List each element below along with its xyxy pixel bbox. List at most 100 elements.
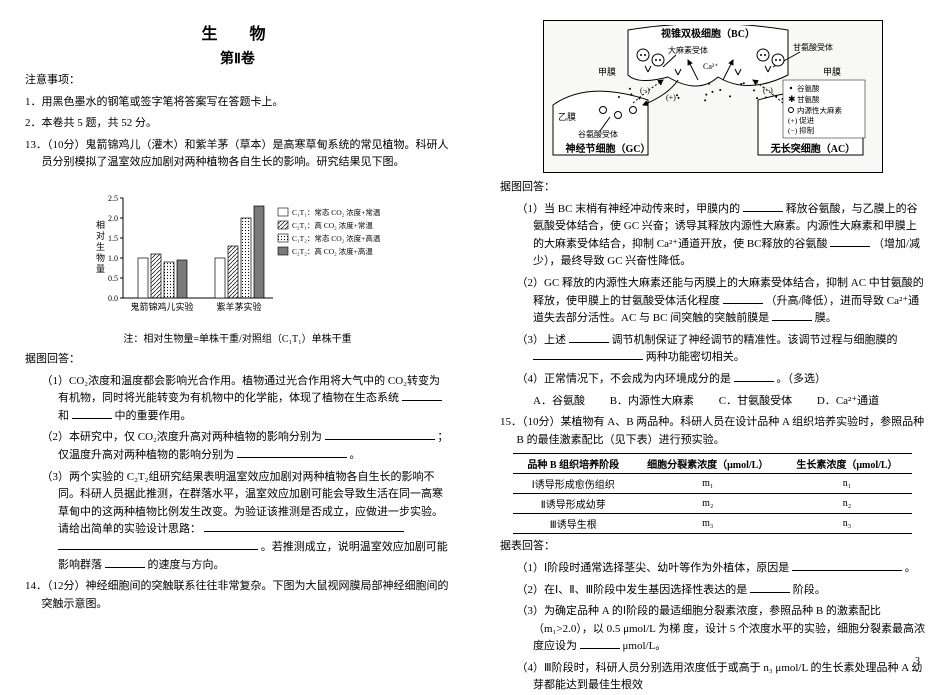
svg-text:神经节细胞（GC）: 神经节细胞（GC） xyxy=(565,142,650,155)
td: n₂ xyxy=(782,494,911,514)
svg-text:0.0: 0.0 xyxy=(108,294,118,303)
q13-3c: 的速度与方向。 xyxy=(148,559,225,571)
t: 。 xyxy=(905,562,916,574)
t: （4）正常情况下，不会成为内环境成分的是 xyxy=(517,373,732,385)
svg-text:C₂T₂：高 CO₂ 浓度+高温: C₂T₂：高 CO₂ 浓度+高温 xyxy=(292,246,373,256)
hormone-table: 品种 B 组织培养阶段 细胞分裂素浓度（μmol/L） 生长素浓度（μmol/L… xyxy=(513,453,911,534)
subtitle: 第Ⅱ卷 xyxy=(25,48,450,68)
t: μmol/L。 xyxy=(623,640,667,652)
td: n₃ xyxy=(782,514,911,534)
q13-head: 13．（10分）鬼箭锦鸡儿（灌木）和紫羊茅（草本）是高寒草甸系统的常见植物。科研… xyxy=(25,137,450,172)
svg-text:大麻素受体: 大麻素受体 xyxy=(668,45,708,55)
svg-text:生: 生 xyxy=(96,241,105,252)
two-column-page: 生 物 第Ⅱ卷 注意事项： 1．用黑色墨水的钢笔或签字笔将答案写在答题卡上。 2… xyxy=(0,0,950,672)
svg-text:量: 量 xyxy=(96,264,105,274)
td: Ⅲ诱导生根 xyxy=(513,514,633,534)
svg-text:甘氨酸: 甘氨酸 xyxy=(797,94,820,104)
optB: B．内源性大麻素 xyxy=(610,395,694,407)
optC: C．甘氨酸受体 xyxy=(719,395,792,407)
q14-2: （2）GC 释放的内源性大麻素还能与丙膜上的大麻素受体结合，抑制 AC 中甘氨酸… xyxy=(500,275,925,328)
q13-1c: 中的重要作用。 xyxy=(115,410,192,422)
td: m₁ xyxy=(633,474,782,494)
q15-1: （1）Ⅰ阶段时通常选择茎尖、幼叶等作为外植体，原因是 。 xyxy=(500,560,925,578)
q14-opts: A．谷氨酸 B．内源性大麻素 C．甘氨酸受体 D．Ca²⁺通道 xyxy=(500,393,925,411)
blank xyxy=(723,293,763,304)
page-number: 3 xyxy=(915,656,920,667)
td: m₂ xyxy=(633,494,782,514)
blank xyxy=(750,582,790,593)
q13-2c: 。 xyxy=(350,449,361,461)
t: （3）上述 xyxy=(517,334,567,346)
svg-text:内源性大麻素: 内源性大麻素 xyxy=(797,105,842,115)
svg-text:对: 对 xyxy=(96,230,105,241)
svg-text:0.5: 0.5 xyxy=(108,274,118,283)
chart-svg: 0.00.51.01.52.02.5相对生物量鬼箭锦鸡儿实验紫羊茅实验C₁T₁：… xyxy=(88,178,388,328)
svg-text:无长突细胞（AC）: 无长突细胞（AC） xyxy=(769,142,854,155)
svg-text:(−) 抑制: (−) 抑制 xyxy=(788,125,814,135)
q15-4: （4）Ⅲ阶段时，科研人员分别选用浓度低于或高于 n₃ μmol/L 的生长素处理… xyxy=(500,660,925,695)
t: 膜。 xyxy=(815,312,837,324)
right-col: 视锥双极细胞（BC）神经节细胞（GC）无长突细胞（AC）甲膜甲膜乙膜丙膜大麻素受… xyxy=(475,0,950,672)
q13-1a: （1）CO₂浓度和温度都会影响光合作用。植物通过光合作用将大气中的 CO₂转变为… xyxy=(42,375,440,405)
t: （2）在Ⅰ、Ⅱ、Ⅲ阶段中发生基因选择性表达的是 xyxy=(517,584,748,596)
blank xyxy=(533,349,643,360)
q13-1b: 和 xyxy=(58,410,69,422)
th: 细胞分裂素浓度（μmol/L） xyxy=(633,454,782,474)
notice1: 1．用黑色墨水的钢笔或签字笔将答案写在答题卡上。 xyxy=(25,94,450,112)
svg-text:甲膜: 甲膜 xyxy=(598,67,616,77)
t: （1）当 BC 末梢有神经冲动传来时，甲膜内的 xyxy=(517,203,741,215)
th: 品种 B 组织培养阶段 xyxy=(513,454,633,474)
blank xyxy=(743,201,783,212)
blank xyxy=(734,371,774,382)
optD: D．Ca²⁺通道 xyxy=(817,395,879,407)
blank xyxy=(105,557,145,568)
q13-3: （3）两个实验的 C₂T₂组研究结果表明温室效应加剧对两种植物各自生长的影响不同… xyxy=(25,469,450,575)
synapse-diagram: 视锥双极细胞（BC）神经节细胞（GC）无长突细胞（AC）甲膜甲膜乙膜丙膜大麻素受… xyxy=(543,20,883,173)
svg-text:1.5: 1.5 xyxy=(108,234,118,243)
td: m₃ xyxy=(633,514,782,534)
svg-text:相: 相 xyxy=(96,219,105,230)
answer-head: 据图回答： xyxy=(25,351,450,369)
svg-text:谷氨酸受体: 谷氨酸受体 xyxy=(578,129,618,139)
svg-text:C₁T₁：常态 CO₂ 浓度+常温: C₁T₁：常态 CO₂ 浓度+常温 xyxy=(292,207,381,217)
t: （1）Ⅰ阶段时通常选择茎尖、幼叶等作为外植体，原因是 xyxy=(517,562,790,574)
blank xyxy=(402,390,442,401)
q15-2: （2）在Ⅰ、Ⅱ、Ⅲ阶段中发生基因选择性表达的是 阶段。 xyxy=(500,582,925,600)
answer-head2: 据表回答： xyxy=(500,538,925,556)
q13-2: （2）本研究中，仅 CO₂浓度升高对两种植物的影响分别为 ；仅温度升高对两种植物… xyxy=(25,429,450,464)
blank xyxy=(237,447,347,458)
svg-text:(+) 促进: (+) 促进 xyxy=(788,116,815,125)
svg-text:乙膜: 乙膜 xyxy=(558,112,576,122)
q13-1: （1）CO₂浓度和温度都会影响光合作用。植物通过光合作用将大气中的 CO₂转变为… xyxy=(25,373,450,426)
th: 生长素浓度（μmol/L） xyxy=(782,454,911,474)
left-col: 生 物 第Ⅱ卷 注意事项： 1．用黑色墨水的钢笔或签字笔将答案写在答题卡上。 2… xyxy=(0,0,475,672)
svg-text:1.0: 1.0 xyxy=(108,254,118,263)
blank xyxy=(830,236,870,247)
svg-text:甘氨酸受体: 甘氨酸受体 xyxy=(793,42,833,52)
td: Ⅰ诱导形成愈伤组织 xyxy=(513,474,633,494)
t: 两种功能密切相关。 xyxy=(646,351,745,363)
blank xyxy=(580,638,620,649)
svg-text:(+): (+) xyxy=(666,93,676,102)
blank xyxy=(58,539,258,550)
q13-2a: （2）本研究中，仅 CO₂浓度升高对两种植物的影响分别为 xyxy=(42,431,322,443)
synapse-svg: 视锥双极细胞（BC）神经节细胞（GC）无长突细胞（AC）甲膜甲膜乙膜丙膜大麻素受… xyxy=(548,25,868,165)
notice2: 2．本卷共 5 题，共 52 分。 xyxy=(25,115,450,133)
chart-note: 注：相对生物量=单株干重/对照组（C₁T₁）单株干重 xyxy=(88,330,388,345)
bar-chart: 0.00.51.01.52.02.5相对生物量鬼箭锦鸡儿实验紫羊茅实验C₁T₁：… xyxy=(88,178,388,345)
title: 生 物 xyxy=(25,20,450,44)
q14-3: （3）上述 调节机制保证了神经调节的精准性。该调节过程与细胞膜的 两种功能密切相… xyxy=(500,332,925,367)
t: 调节机制保证了神经调节的精准性。该调节过程与细胞膜的 xyxy=(612,334,898,346)
svg-text:谷氨酸: 谷氨酸 xyxy=(797,83,820,93)
svg-text:(−): (−) xyxy=(640,86,650,95)
blank xyxy=(204,521,404,532)
svg-text:Ca²⁺: Ca²⁺ xyxy=(703,62,719,71)
blank xyxy=(325,429,435,440)
blank xyxy=(72,408,112,419)
answer-head: 据图回答： xyxy=(500,179,925,197)
q14-1: （1）当 BC 末梢有神经冲动传来时，甲膜内的 释放谷氨酸，与乙膜上的谷氨酸受体… xyxy=(500,201,925,271)
td: n₁ xyxy=(782,474,911,494)
svg-text:C₂T₁：高 CO₂ 浓度+常温: C₂T₁：高 CO₂ 浓度+常温 xyxy=(292,220,373,230)
blank xyxy=(772,310,812,321)
svg-text:2.0: 2.0 xyxy=(108,214,118,223)
